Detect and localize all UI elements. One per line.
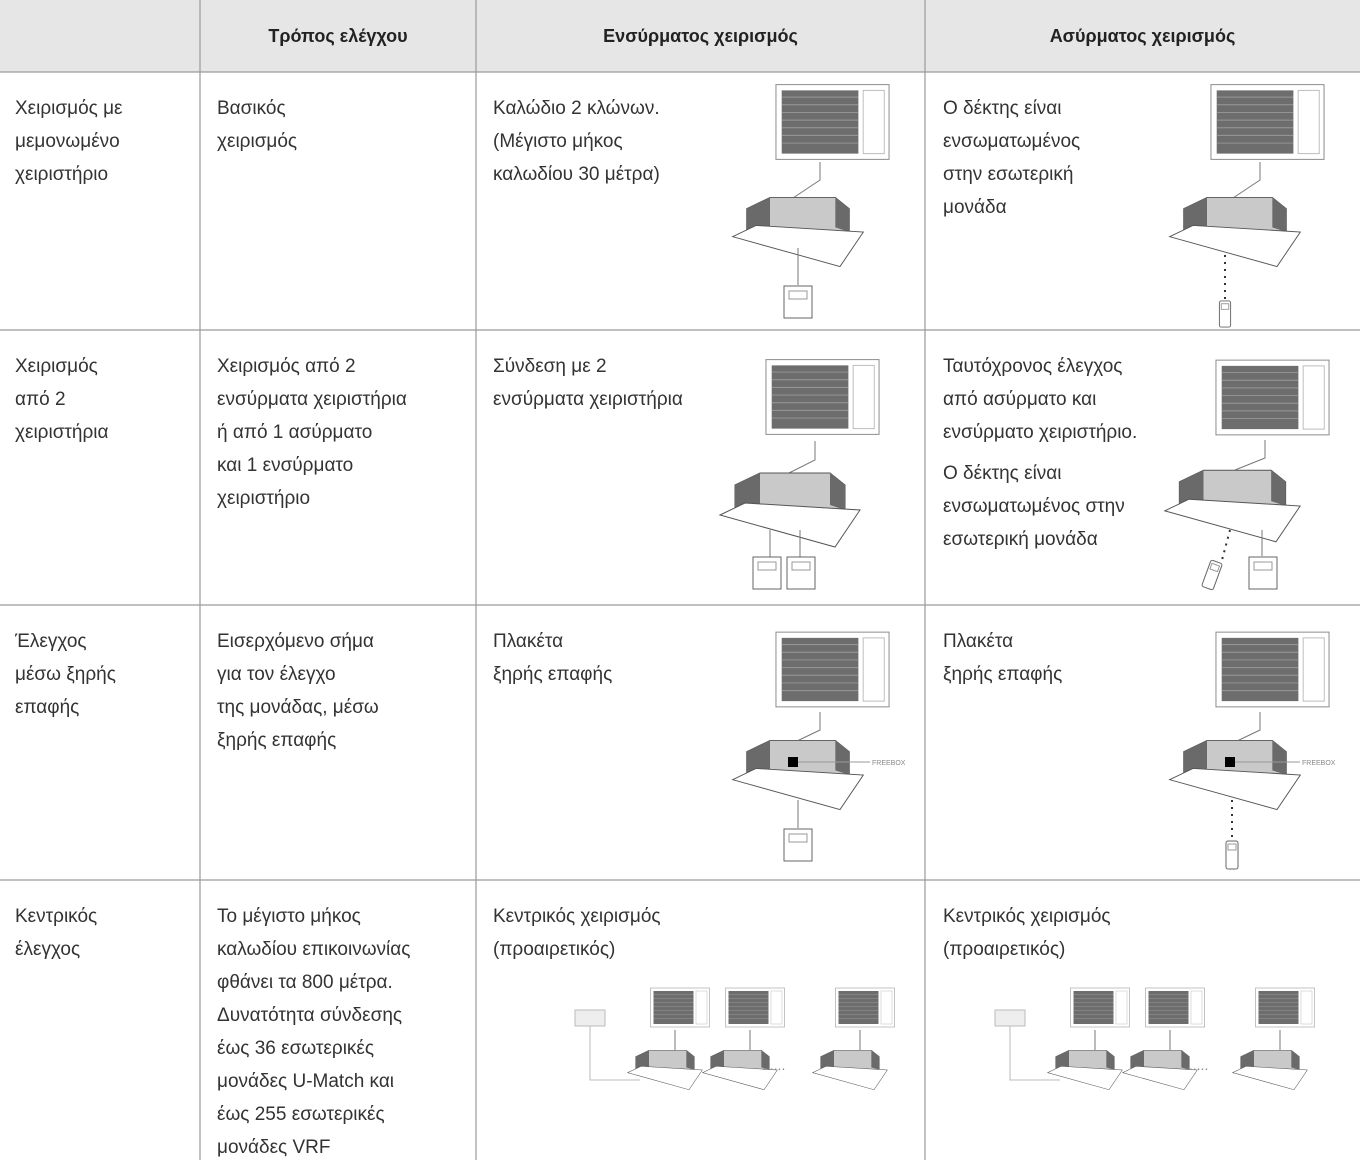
text-line: ενσύρματα χειριστήρια xyxy=(217,389,407,410)
text-line: ξηρής επαφής xyxy=(493,664,613,685)
ellipsis: ...... xyxy=(1185,1057,1208,1073)
table-cell: Χειρισμός με μεμονωμένο χειριστήριο xyxy=(15,92,123,191)
text-line: Ταυτόχρονος έλεγχος xyxy=(943,356,1123,377)
table-cell: Ο δέκτης είναι ενσωματωμένος στην εσωτερικ… xyxy=(943,92,1080,224)
table-cell: Πλακέτα ξηρής επαφής xyxy=(493,625,612,691)
text-line: από ασύρματο και xyxy=(943,389,1097,410)
text-line: Το μέγιστο μήκος xyxy=(217,906,361,927)
text-line: ενσωματωμένος xyxy=(943,131,1081,152)
text-line: ή από 1 ασύρματο xyxy=(217,422,373,443)
table-cell: Κεντρικός χειρισμός (προαιρετικός) xyxy=(493,900,661,966)
table-cell: Το μέγιστο μήκος καλωδίου επικοινωνίας φθά… xyxy=(217,900,410,1160)
text-line: (Μέγιστο μήκος xyxy=(493,131,623,152)
table-cell: Κεντρικός χειρισμός (προαιρετικός) xyxy=(943,900,1111,966)
text-line: εσωτερική μονάδα xyxy=(943,529,1098,550)
text-line: Βασικός xyxy=(217,98,286,119)
header-cell: Ενσύρματος χειρισμός xyxy=(603,26,798,46)
text-line: μονάδα xyxy=(943,197,1007,218)
table-cell: Εισερχόμενο σήμα για τον έλεγχο της μονάδα… xyxy=(217,625,379,757)
text-line: χειριστήριο xyxy=(15,164,109,185)
text-line: για τον έλεγχο xyxy=(217,664,336,685)
text-line: στην εσωτερική xyxy=(943,164,1074,185)
text-line: έως 36 εσωτερικές xyxy=(217,1038,375,1059)
text-line: ενσωματωμένος στην xyxy=(943,496,1125,517)
table-cell: Κεντρικός έλεγχος xyxy=(15,900,97,966)
text-line: Κεντρικός χειρισμός xyxy=(943,906,1111,927)
text-line: καλωδίου 30 μέτρα) xyxy=(493,164,660,185)
text-line: χειριστήρια xyxy=(15,422,109,443)
text-line: μονάδες U-Match και xyxy=(217,1071,395,1092)
text-line: Χειρισμός από 2 xyxy=(217,356,356,377)
small-label: FREEBOX xyxy=(872,760,906,767)
text-line: και 1 ενσύρματο xyxy=(217,455,354,476)
text-line: Ο δέκτης είναι xyxy=(943,98,1062,119)
table-cell: Ταυτόχρονος έλεγχος από ασύρματο και ενσύρ… xyxy=(943,350,1137,556)
text-line: μεμονωμένο xyxy=(15,131,120,152)
table-cell: Βασικός χειρισμός xyxy=(217,92,297,158)
text-line: Εισερχόμενο σήμα xyxy=(217,631,374,652)
text-line: καλωδίου επικοινωνίας xyxy=(217,939,411,960)
text-line: (προαιρετικός) xyxy=(943,939,1066,960)
text-line: μέσω ξηρής xyxy=(15,664,116,685)
text-line: ξηρής επαφής xyxy=(943,664,1063,685)
text-line: Κεντρικός xyxy=(15,906,98,927)
small-label: FREEBOX xyxy=(1302,760,1336,767)
text-line: Πλακέτα xyxy=(943,631,1014,652)
text-line: Χειρισμός με xyxy=(15,98,123,119)
text-line: Δυνατότητα σύνδεσης xyxy=(217,1005,403,1026)
text-line: Κεντρικός χειρισμός xyxy=(493,906,661,927)
header-cell: Τρόπος ελέγχου xyxy=(268,26,408,46)
text-line: ενσύρματα χειριστήρια xyxy=(493,389,683,410)
text-line: μονάδες VRF xyxy=(217,1137,331,1158)
ellipsis: ...... xyxy=(762,1057,785,1073)
text-line: Καλώδιο 2 κλώνων. xyxy=(493,98,660,119)
table-cell: Σύνδεση με 2 ενσύρματα χειριστήρια xyxy=(493,350,683,416)
text-line: Πλακέτα xyxy=(493,631,564,652)
text-line: Σύνδεση με 2 xyxy=(493,356,607,377)
header-cell: Ασύρματος χειρισμός xyxy=(1049,26,1236,46)
table-cell: Χειρισμός από 2 χειριστήρια xyxy=(15,350,109,449)
text-line: ενσύρματο χειριστήριο. xyxy=(943,422,1138,443)
text-line: έως 255 εσωτερικές xyxy=(217,1104,385,1125)
text-line: (προαιρετικός) xyxy=(493,939,616,960)
text-line: έλεγχος xyxy=(15,939,81,960)
table-cell: Πλακέτα ξηρής επαφής xyxy=(943,625,1062,691)
text-line: της μονάδας, μέσω xyxy=(217,697,379,718)
table-cell: Έλεγχος μέσω ξηρής επαφής xyxy=(15,625,116,724)
text-line: χειριστήριο xyxy=(217,488,311,509)
table-cell: Καλώδιο 2 κλώνων. (Μέγιστο μήκος καλωδίου … xyxy=(493,92,660,191)
text-line: Ο δέκτης είναι xyxy=(943,463,1062,484)
text-line: φθάνει τα 800 μέτρα. xyxy=(217,972,393,993)
text-line: ξηρής επαφής xyxy=(217,730,337,751)
text-line: Χειρισμός xyxy=(15,356,98,377)
table-cell: Χειρισμός από 2 ενσύρματα χειριστήρια ή απ… xyxy=(217,350,407,515)
text-line: επαφής xyxy=(15,697,80,718)
text-line: από 2 xyxy=(15,389,66,410)
text-line: χειρισμός xyxy=(217,131,298,152)
text-line: Έλεγχος xyxy=(15,631,87,652)
